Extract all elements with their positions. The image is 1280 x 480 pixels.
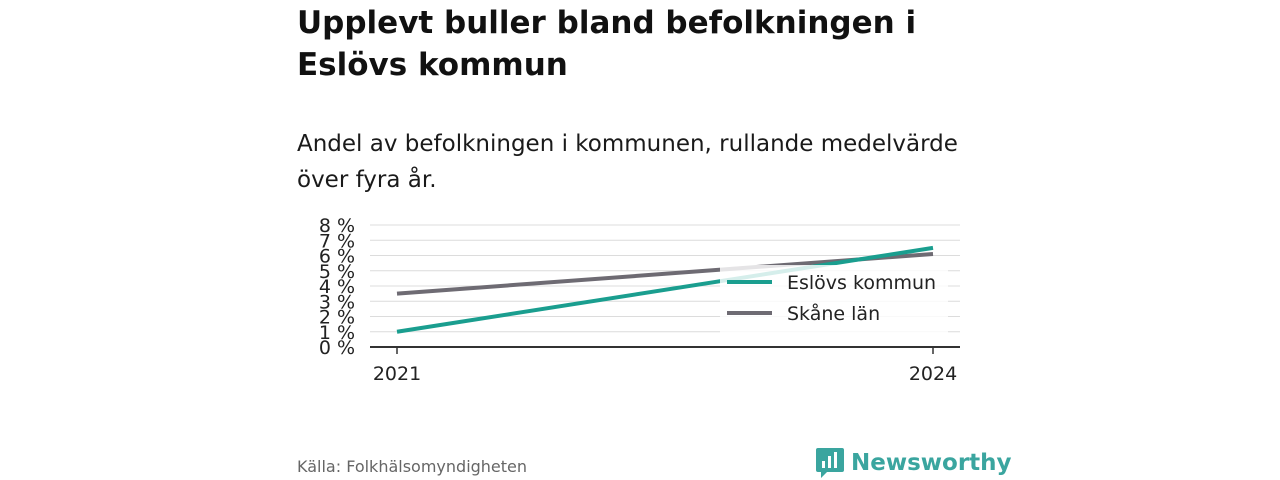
y-tick-label: 7 %: [319, 230, 355, 252]
y-tick-label: 3 %: [319, 291, 355, 313]
brand-name: Newsworthy: [851, 450, 1012, 476]
brand-logo: Newsworthy: [815, 446, 1012, 480]
y-tick-label: 0 %: [319, 337, 355, 359]
y-tick-label: 2 %: [319, 307, 355, 329]
y-tick-label: 5 %: [319, 261, 355, 283]
series-lines: [396, 245, 934, 334]
y-axis-ticks: 0 %1 %2 %3 %4 %5 %6 %7 %8 %: [319, 215, 355, 359]
newsworthy-logo-icon: [816, 448, 844, 478]
y-tick-label: 8 %: [319, 215, 355, 237]
legend-label: Eslövs kommun: [787, 272, 936, 294]
legend: Eslövs kommun Skåne län: [720, 265, 948, 337]
legend-label: Skåne län: [787, 302, 880, 325]
y-tick-label: 6 %: [319, 246, 355, 268]
legend-background: [720, 265, 948, 337]
x-tick-label: 2021: [373, 363, 421, 385]
x-axis: 2021 2024: [370, 346, 960, 385]
chart-subtitle: Andel av befolkningen i kommunen, rullan…: [297, 131, 958, 193]
x-tick-label: 2024: [909, 363, 957, 385]
chart-title: Upplevt buller bland befolkningen i Eslö…: [297, 5, 917, 83]
y-tick-label: 4 %: [319, 276, 355, 298]
source-note: Källa: Folkhälsomyndigheten: [297, 457, 528, 476]
y-tick-label: 1 %: [319, 322, 355, 344]
series-line: [396, 245, 934, 334]
